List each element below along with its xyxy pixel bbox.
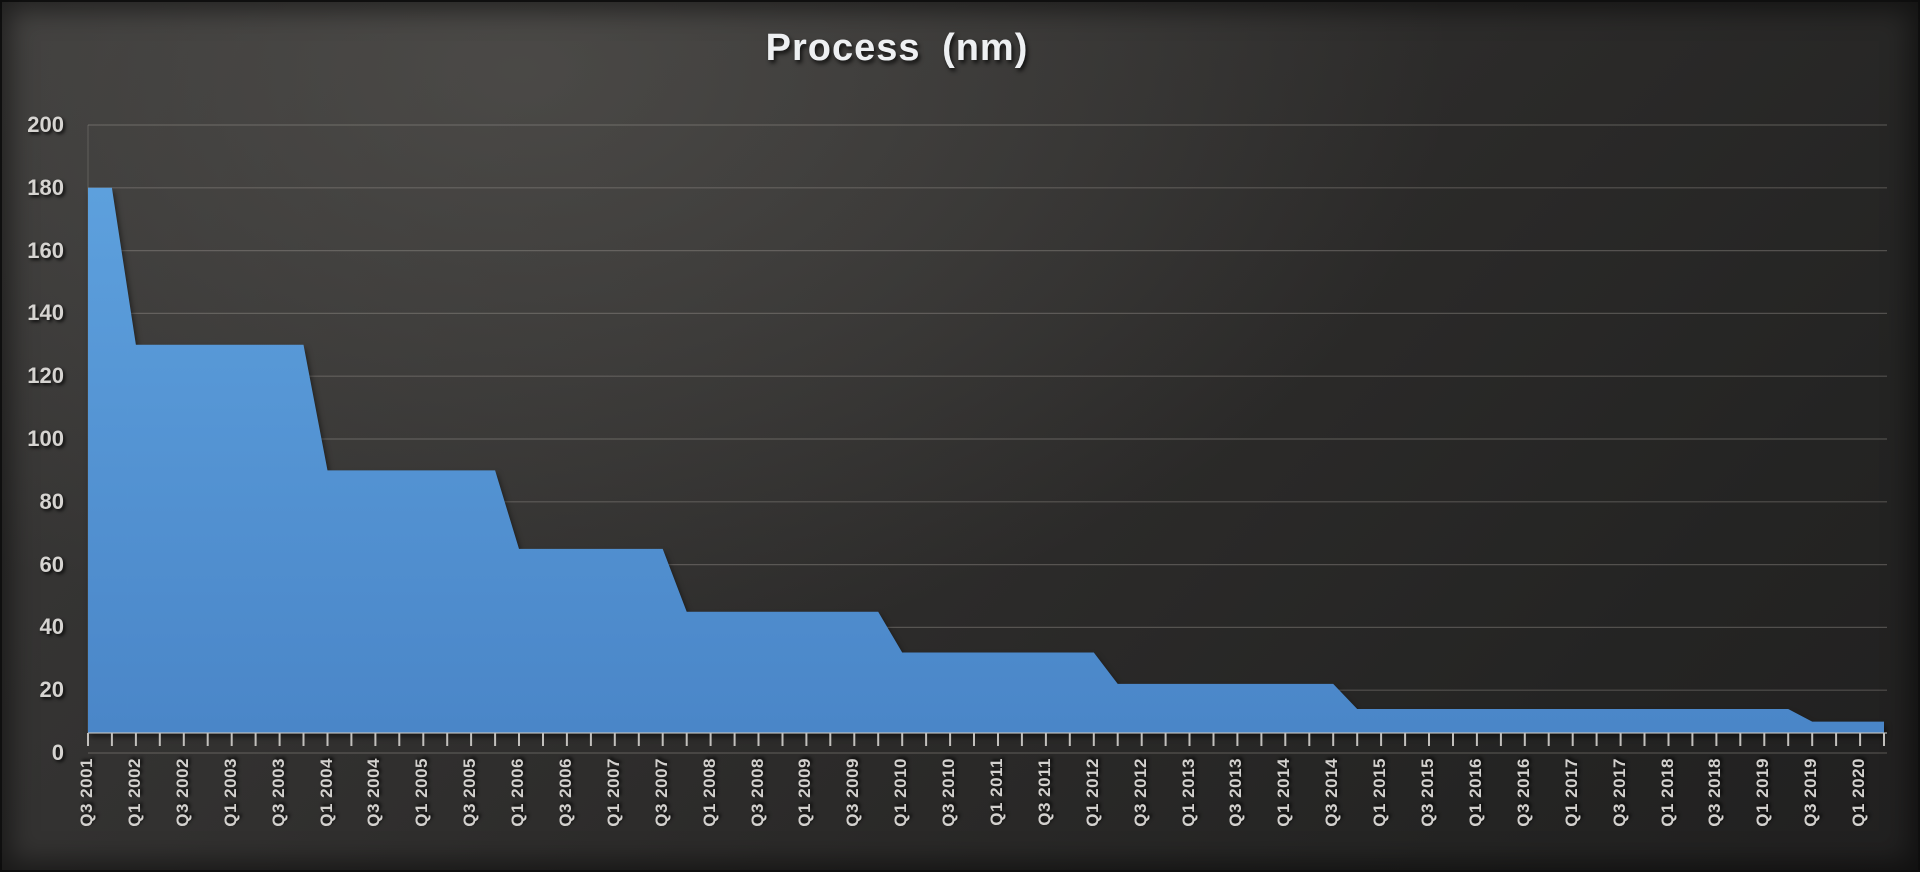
x-tick-label: Q3 2017: [1609, 758, 1629, 827]
x-tick-label: Q1 2008: [699, 758, 719, 827]
x-tick-label: Q1 2005: [412, 758, 432, 827]
x-tick-label: Q3 2018: [1705, 758, 1725, 827]
y-tick-label-200: 200: [27, 112, 64, 137]
x-tick-label: Q1 2018: [1657, 758, 1677, 827]
x-tick-label: Q1 2007: [603, 758, 623, 827]
process-area-series: [88, 187, 1884, 734]
x-tick-label: Q1 2010: [891, 758, 911, 827]
y-tick-label-0: 0: [51, 740, 64, 765]
x-tick-label: Q1 2011: [987, 758, 1006, 826]
x-tick-label: Q3 2015: [1418, 758, 1437, 827]
x-tick-label: Q3 2005: [460, 758, 480, 827]
x-tick-label: Q1 2014: [1274, 758, 1294, 827]
x-tick-label: Q1 2016: [1465, 758, 1485, 827]
x-tick-label: Q3 2008: [747, 758, 767, 827]
y-tick-label-120: 120: [27, 363, 64, 389]
x-tick-label: Q3 2002: [172, 758, 192, 827]
x-tick-label: Q3 2012: [1130, 758, 1150, 827]
x-tick-label: Q1 2003: [220, 758, 240, 827]
x-tick-label: Q3 2004: [364, 758, 384, 827]
x-tick-label: Q1 2013: [1178, 758, 1198, 827]
y-tick-label-160: 160: [27, 237, 64, 263]
x-tick-label: Q1 2019: [1753, 758, 1773, 827]
x-tick-label: Q3 2019: [1801, 758, 1821, 827]
x-tick-label: Q1 2012: [1082, 758, 1102, 827]
y-tick-label-20: 20: [39, 677, 64, 703]
x-tick-label: Q1 2006: [508, 758, 527, 827]
y-tick-label-80: 80: [39, 488, 64, 514]
y-tick-label-140: 140: [27, 300, 64, 326]
x-tick-label: Q3 2009: [843, 758, 863, 827]
x-tick-label: Q3 2010: [939, 758, 959, 827]
x-tick-label: Q3 2007: [651, 758, 671, 827]
x-tick-label: Q3 2003: [268, 758, 288, 827]
x-tick-label: Q3 2011: [1034, 758, 1054, 826]
x-tick-label: Q1 2020: [1849, 758, 1869, 827]
y-tick-label-40: 40: [39, 614, 64, 640]
y-tick-label-100: 100: [27, 426, 64, 451]
x-tick-label: Q3 2016: [1513, 758, 1533, 827]
y-tick-label-180: 180: [27, 174, 64, 200]
x-tick-label: Q3 2013: [1226, 758, 1246, 827]
x-tick-label: Q3 2006: [555, 758, 575, 827]
x-tick-label: Q3 2001: [77, 758, 96, 827]
x-tick-label: Q1 2009: [795, 758, 815, 827]
x-tick-label: Q1 2004: [316, 758, 336, 827]
x-tick-label: Q1 2017: [1561, 758, 1581, 827]
x-tick-label: Q3 2014: [1322, 758, 1342, 827]
y-tick-label-60: 60: [39, 551, 64, 577]
x-tick-label: Q1 2015: [1370, 758, 1390, 827]
x-tick-label: Q1 2002: [124, 758, 144, 827]
chart-title: Process (nm): [765, 27, 1029, 69]
